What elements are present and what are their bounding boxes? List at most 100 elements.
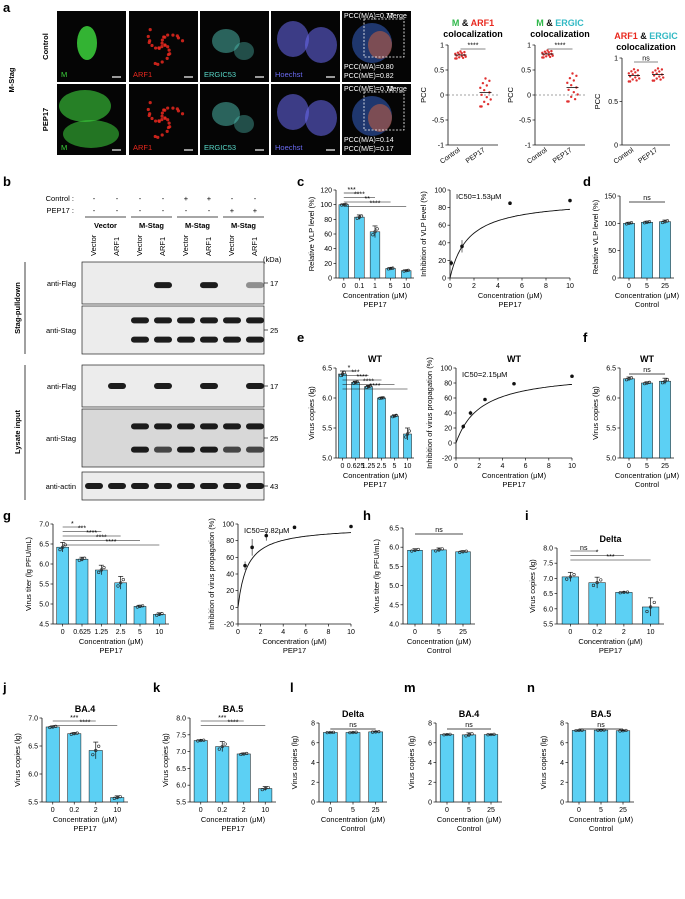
chart-title: WT xyxy=(507,354,521,364)
y-tick-label: 6.5 xyxy=(176,766,186,773)
bar xyxy=(615,730,631,803)
puncta xyxy=(167,48,171,52)
y-tick-label: 40 xyxy=(324,246,332,253)
data-point xyxy=(434,549,438,553)
band xyxy=(177,483,195,489)
data-point xyxy=(665,378,670,382)
data-point xyxy=(572,90,575,94)
data-point xyxy=(115,795,119,800)
data-point xyxy=(595,581,599,585)
y-tick-label: 5.0 xyxy=(606,456,616,463)
data-point xyxy=(570,95,573,99)
y-tick-label: -20 xyxy=(442,456,452,463)
x-axis-label: Concentration (μM) xyxy=(53,815,118,824)
data-point xyxy=(658,75,661,78)
data-point xyxy=(366,385,371,389)
sig-label: ns xyxy=(435,527,443,534)
bar xyxy=(67,733,82,803)
data-point xyxy=(638,77,641,80)
puncta xyxy=(166,106,170,110)
puncta xyxy=(150,116,154,121)
sig-label: ns xyxy=(465,722,473,729)
sig-label: **** xyxy=(370,383,381,390)
band xyxy=(200,336,218,343)
x-tick-label: 4 xyxy=(500,463,504,470)
y-tick-label: 2 xyxy=(428,780,432,787)
x-axis-label: Concentration (μM) xyxy=(615,471,680,480)
chart-i: 5.5 6.0 6.5 7.0 7.5 8.0 Virus copies (lg) 0 0.2 2… xyxy=(528,534,664,655)
y-tick-label: 80 xyxy=(438,205,446,212)
y-tick-label: 40 xyxy=(444,411,452,418)
bar xyxy=(338,204,349,279)
data-point xyxy=(647,380,652,385)
y-tick-label: 0 xyxy=(560,800,564,807)
y-tick-label: 2 xyxy=(560,780,564,787)
row-label: Control xyxy=(41,33,50,60)
data-point xyxy=(245,751,249,756)
blot-frame xyxy=(81,261,265,305)
x-tick-label: 0.1 xyxy=(355,283,365,290)
channel-label: ARF1 xyxy=(133,143,152,152)
data-point xyxy=(464,549,468,553)
puncta xyxy=(148,28,152,32)
channel-label: ARF1 xyxy=(133,70,152,79)
x-tick-label: 2 xyxy=(242,807,246,814)
data-point xyxy=(359,214,364,218)
sig-label: ns xyxy=(643,195,651,202)
y-axis-label: PCC xyxy=(419,87,428,103)
puncta xyxy=(148,39,152,43)
sig-label: **** xyxy=(555,43,566,50)
micrograph xyxy=(129,84,198,155)
bar xyxy=(236,753,251,803)
data-point xyxy=(630,70,633,73)
y-tick-label: -1 xyxy=(438,143,444,150)
lane-label: ARF1 xyxy=(250,237,259,256)
data-point xyxy=(464,55,467,58)
panel-letter-i: i xyxy=(525,508,529,523)
y-tick-label: 7.5 xyxy=(176,732,186,739)
puncta xyxy=(171,33,175,37)
data-point xyxy=(550,49,553,53)
data-point xyxy=(75,731,79,735)
sig-label: **** xyxy=(370,201,381,208)
data-point xyxy=(572,79,575,82)
panel-letter-m: m xyxy=(404,680,416,695)
kda-label: (kDa) xyxy=(263,255,282,264)
title-part: ERGIC xyxy=(555,18,584,28)
pcc-value: PCC(M/A)=0.14 xyxy=(344,137,394,144)
puncta xyxy=(160,133,164,137)
x-tick-label: 0 xyxy=(445,807,449,814)
data-point xyxy=(119,581,123,585)
data-point xyxy=(342,203,346,207)
sig-label: * xyxy=(596,550,599,557)
row-label: PEP17 xyxy=(41,108,50,131)
band xyxy=(200,483,218,489)
nucleus xyxy=(305,27,337,63)
puncta xyxy=(180,39,185,43)
data-point xyxy=(645,609,649,614)
chart-subtitle: colocalization xyxy=(530,29,590,39)
band xyxy=(154,446,172,453)
data-point xyxy=(625,590,630,594)
bar xyxy=(561,576,579,625)
y-tick-label: 6.0 xyxy=(322,396,332,403)
x-tick-label: 0 xyxy=(448,283,452,290)
puncta xyxy=(160,38,164,42)
y-tick-label: 4 xyxy=(560,760,564,767)
band xyxy=(246,336,264,343)
data-point xyxy=(202,738,206,742)
chart-title: WT xyxy=(368,354,382,364)
x-tick-label: 10 xyxy=(402,283,410,290)
data-point xyxy=(652,74,656,77)
data-point xyxy=(445,732,449,737)
zoom-box xyxy=(363,18,405,58)
data-point xyxy=(621,729,625,733)
x-axis-label: Concentration (μM) xyxy=(343,291,408,300)
data-point xyxy=(485,84,488,87)
y-axis-label: Relative VLP level (%) xyxy=(591,199,600,274)
micrograph xyxy=(129,11,198,82)
y-tick-label: 5.5 xyxy=(606,426,616,433)
panel-letter-f: f xyxy=(583,330,588,345)
